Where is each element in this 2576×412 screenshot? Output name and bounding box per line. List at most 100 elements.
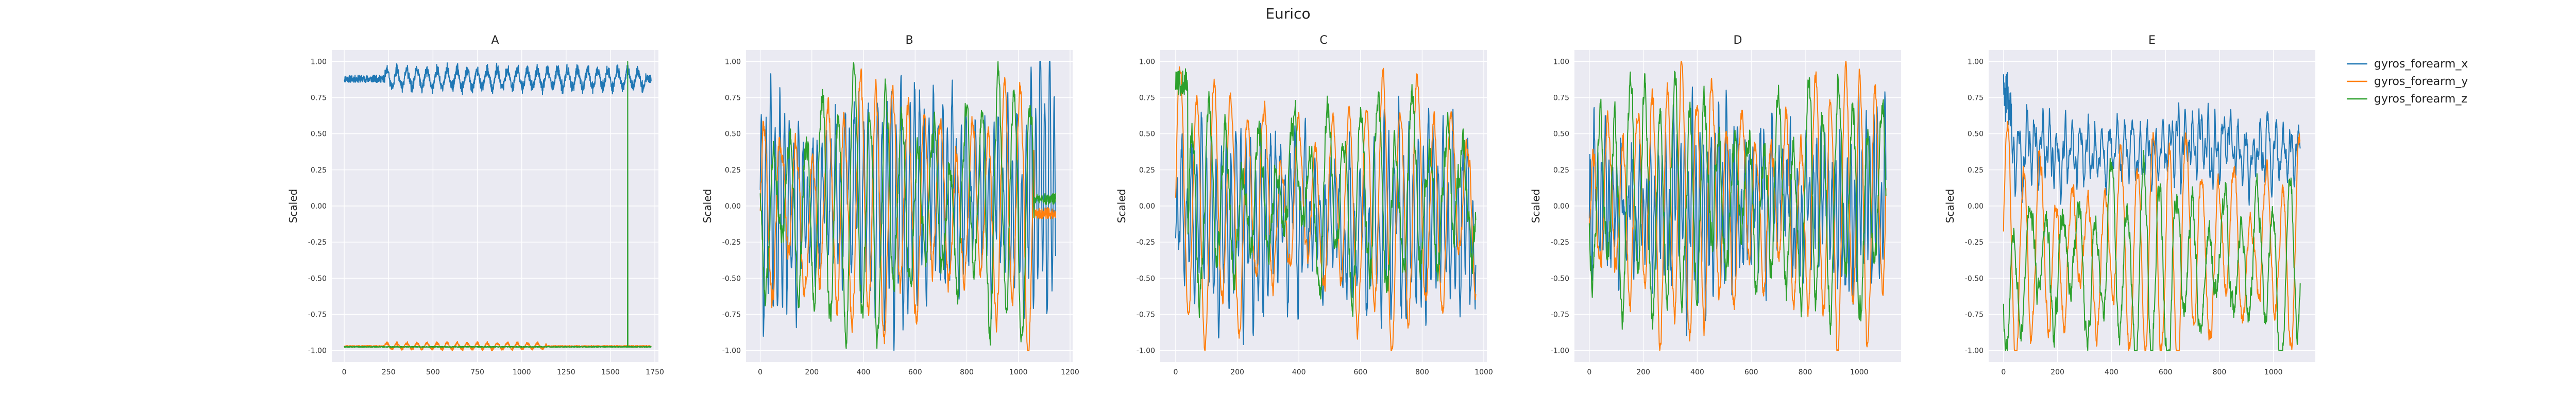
x-tick-label: 600 <box>1744 368 1758 376</box>
y-tick-label: 1.00 <box>1139 58 1155 66</box>
y-tick-label: 0.75 <box>725 94 741 102</box>
y-tick-label: 0.25 <box>311 166 327 175</box>
x-tick-label: 800 <box>2213 368 2227 376</box>
subplot-title: C <box>1319 34 1327 47</box>
y-tick-label: 0.25 <box>1139 166 1155 175</box>
y-tick-label: 0.75 <box>1553 94 1569 102</box>
y-tick-label: 1.00 <box>725 58 741 66</box>
series-line-gyros_forearm_x <box>344 62 652 95</box>
y-tick-label: -0.25 <box>1551 238 1569 247</box>
x-tick-label: 600 <box>2159 368 2173 376</box>
x-tick-label: 250 <box>382 368 396 376</box>
x-tick-label: 400 <box>1690 368 1704 376</box>
x-tick-label: 600 <box>1353 368 1367 376</box>
subplot-title: B <box>905 34 913 47</box>
x-tick-label: 200 <box>1230 368 1244 376</box>
x-tick-label: 500 <box>426 368 440 376</box>
y-tick-label: -1.00 <box>308 347 327 355</box>
y-tick-label: 0.75 <box>1968 94 1984 102</box>
x-tick-label: 0 <box>758 368 762 376</box>
series-line-gyros_forearm_y <box>1175 66 1477 351</box>
x-tick-label: 400 <box>1292 368 1306 376</box>
y-tick-label: 0.25 <box>1553 166 1569 175</box>
subplot-B: -1.00 -0.75 -0.50 -0.25 0.00 0.25 0.50 0.75 1.00… <box>701 34 1079 376</box>
legend-label: gyros_forearm_y <box>2374 75 2468 88</box>
legend-item-gyros_forearm_z: gyros_forearm_z <box>2347 93 2467 106</box>
x-tick-label: 1000 <box>2264 368 2283 376</box>
y-tick-label: -0.25 <box>308 238 327 247</box>
series-line-gyros_forearm_z <box>759 61 1056 349</box>
y-tick-label: -0.50 <box>1551 274 1569 283</box>
x-tick-label: 800 <box>960 368 974 376</box>
x-tick-label: 1000 <box>513 368 531 376</box>
y-tick-label: 0.00 <box>1139 202 1155 211</box>
legend-label: gyros_forearm_x <box>2374 58 2468 71</box>
x-tick-label: 400 <box>857 368 871 376</box>
x-tick-label: 0 <box>2001 368 2006 376</box>
y-tick-label: -0.75 <box>722 311 741 319</box>
series-line-gyros_forearm_z <box>1175 68 1477 318</box>
y-tick-label: -0.75 <box>308 311 327 319</box>
x-tick-label: 400 <box>2105 368 2119 376</box>
y-tick-label: -0.25 <box>1965 238 1984 247</box>
x-tick-label: 1500 <box>601 368 620 376</box>
series-line-gyros_forearm_x <box>2003 72 2301 206</box>
figure-title: Eurico <box>1265 5 1310 22</box>
y-tick-label: 0.00 <box>1553 202 1569 211</box>
y-tick-label: 0.00 <box>311 202 327 211</box>
y-axis-label: Scaled <box>1115 189 1128 224</box>
x-tick-label: 800 <box>1799 368 1812 376</box>
subplot-E: -1.00 -0.75 -0.50 -0.25 0.00 0.25 0.50 0.75 1.00… <box>1944 34 2315 376</box>
series-line-gyros_forearm_z <box>1588 71 1887 335</box>
y-tick-label: -0.75 <box>1965 311 1984 319</box>
y-tick-label: -1.00 <box>1137 347 1155 355</box>
series-line-gyros_forearm_z <box>2003 150 2301 351</box>
series-line-gyros_forearm_x <box>1175 95 1477 346</box>
y-tick-label: -1.00 <box>722 347 741 355</box>
x-tick-label: 1000 <box>1009 368 1028 376</box>
legend: gyros_forearm_x gyros_forearm_y gyros_fore… <box>2347 58 2468 106</box>
legend-label: gyros_forearm_z <box>2374 93 2467 106</box>
subplot-title: A <box>491 34 499 47</box>
x-tick-label: 1750 <box>646 368 664 376</box>
series-line-gyros_forearm_y <box>1588 61 1887 351</box>
y-tick-label: 0.00 <box>725 202 741 211</box>
x-tick-label: 0 <box>1587 368 1591 376</box>
y-tick-label: 0.25 <box>725 166 741 175</box>
y-tick-label: -1.00 <box>1965 347 1984 355</box>
y-tick-label: 0.50 <box>1553 130 1569 139</box>
y-tick-label: -0.75 <box>1137 311 1155 319</box>
y-tick-label: 1.00 <box>311 58 327 66</box>
y-axis-label: Scaled <box>1530 189 1542 224</box>
x-tick-label: 200 <box>805 368 819 376</box>
y-tick-label: -0.75 <box>1551 311 1569 319</box>
y-tick-label: -0.50 <box>1137 274 1155 283</box>
series-line-gyros_forearm_y <box>759 68 1056 351</box>
y-tick-label: -0.25 <box>722 238 741 247</box>
y-tick-label: 0.75 <box>1139 94 1155 102</box>
subplot-A: -1.00 -0.75 -0.50 -0.25 0.00 0.25 0.50 0.75 1.00… <box>287 34 664 376</box>
series-line-gyros_forearm_x <box>1588 84 1887 336</box>
y-tick-label: 0.00 <box>1968 202 1984 211</box>
legend-item-gyros_forearm_x: gyros_forearm_x <box>2347 58 2468 71</box>
x-tick-label: 600 <box>908 368 922 376</box>
y-tick-label: -0.25 <box>1137 238 1155 247</box>
x-tick-label: 0 <box>342 368 347 376</box>
y-axis-label: Scaled <box>287 189 299 224</box>
y-axis-label: Scaled <box>1944 189 1956 224</box>
y-tick-label: 0.75 <box>311 94 327 102</box>
y-tick-label: 0.50 <box>1139 130 1155 139</box>
x-tick-label: 1000 <box>1475 368 1493 376</box>
y-tick-label: 0.50 <box>1968 130 1984 139</box>
y-tick-label: -0.50 <box>1965 274 1984 283</box>
subplot-title: E <box>2148 34 2156 47</box>
x-tick-label: 200 <box>1636 368 1650 376</box>
y-tick-label: 0.25 <box>1968 166 1984 175</box>
series-line-gyros_forearm_y <box>2003 121 2301 351</box>
subplot-title: D <box>1734 34 1742 47</box>
y-tick-label: 0.50 <box>311 130 327 139</box>
legend-item-gyros_forearm_y: gyros_forearm_y <box>2347 75 2468 88</box>
subplots: -1.00 -0.75 -0.50 -0.25 0.00 0.25 0.50 0.75 1.00… <box>287 34 2315 376</box>
series-line-gyros_forearm_x <box>759 61 1056 351</box>
